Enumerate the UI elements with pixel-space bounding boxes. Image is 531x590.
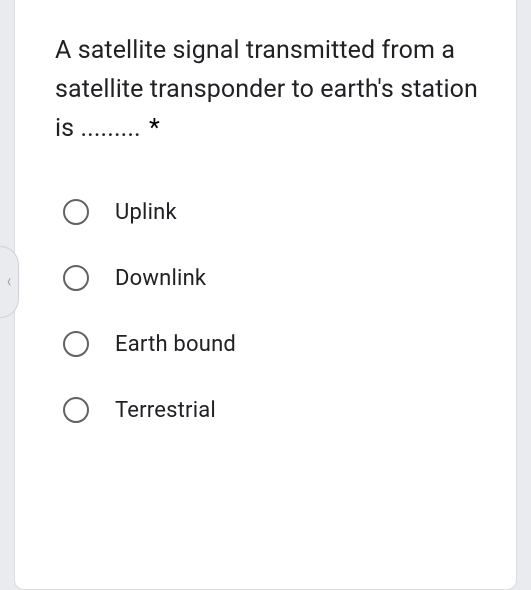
chevron-left-icon: ‹ xyxy=(7,273,11,291)
required-asterisk: * xyxy=(149,114,160,143)
question-text-block: A satellite signal transmitted from a sa… xyxy=(55,32,484,148)
option-terrestrial[interactable]: Terrestrial xyxy=(63,394,484,426)
option-label: Uplink xyxy=(115,200,177,225)
radio-icon xyxy=(63,265,89,291)
option-label: Terrestrial xyxy=(115,398,216,423)
option-label: Earth bound xyxy=(115,332,236,357)
side-handle[interactable]: ‹ xyxy=(0,246,19,318)
option-earth-bound[interactable]: Earth bound xyxy=(63,328,484,360)
question-card: A satellite signal transmitted from a sa… xyxy=(14,0,517,590)
radio-icon xyxy=(63,397,89,423)
options-group: Uplink Downlink Earth bound Terrestrial xyxy=(55,196,484,426)
option-label: Downlink xyxy=(115,266,206,291)
option-uplink[interactable]: Uplink xyxy=(63,196,484,228)
option-downlink[interactable]: Downlink xyxy=(63,262,484,294)
radio-icon xyxy=(63,331,89,357)
radio-icon xyxy=(63,199,89,225)
question-text: A satellite signal transmitted from a sa… xyxy=(55,36,478,143)
